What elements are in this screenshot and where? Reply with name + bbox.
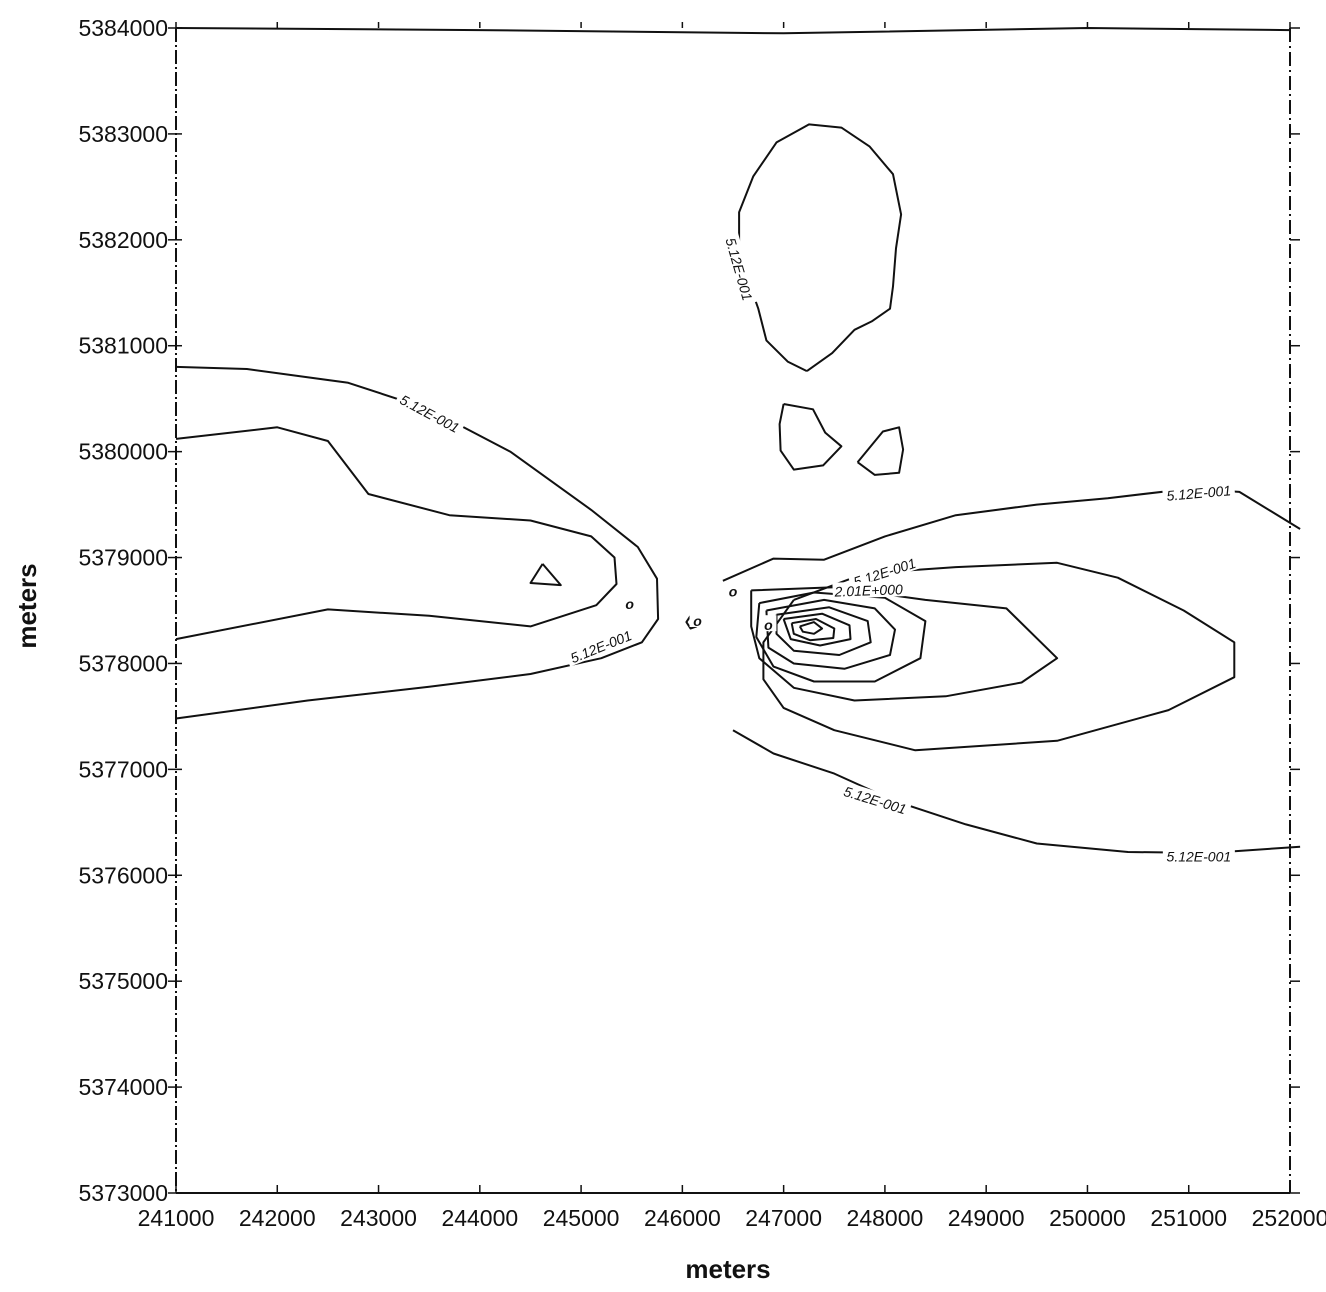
y-tick-label: 5374000 xyxy=(78,1074,168,1100)
contour-small-blob-a xyxy=(778,403,843,471)
point-marker: o xyxy=(764,617,773,633)
contour-label: 5.12E-001 xyxy=(1166,482,1232,504)
y-tick-label: 5376000 xyxy=(78,862,168,888)
contour-east-inner-5 xyxy=(782,612,852,647)
plot-frame xyxy=(175,28,1291,1194)
marker-bg xyxy=(621,594,638,611)
contour-label-bg xyxy=(1162,847,1235,864)
contour-label-bg xyxy=(832,580,905,599)
y-axis-title: meters xyxy=(12,563,42,648)
x-tick-label: 243000 xyxy=(340,1205,417,1231)
contour-label-bg xyxy=(722,232,758,306)
y-tick-label: 5380000 xyxy=(78,439,168,465)
y-tick-label: 5377000 xyxy=(78,756,168,782)
x-tick-label: 248000 xyxy=(847,1205,924,1231)
y-tick-label: 5383000 xyxy=(78,121,168,147)
contour-west-inner xyxy=(175,426,618,641)
contour-top-boundary xyxy=(175,27,1291,35)
x-tick-label: 241000 xyxy=(138,1205,215,1231)
x-axis-title: meters xyxy=(685,1254,770,1284)
contour-west-outer xyxy=(175,365,660,720)
y-tick-label: 5375000 xyxy=(78,968,168,994)
x-tick-label: 242000 xyxy=(239,1205,316,1231)
contour-label: 2.01E+000 xyxy=(833,581,903,599)
x-tick-label: 251000 xyxy=(1150,1205,1227,1231)
contour-west-small-triangle xyxy=(529,563,562,587)
contour-label: 5.12E-001 xyxy=(1167,848,1232,864)
contour-label-bg xyxy=(394,388,466,437)
contour-label: 5.12E-001 xyxy=(842,783,908,817)
contour-north-loop xyxy=(738,123,903,372)
contour-label: 5.12E-001 xyxy=(397,391,462,435)
y-tick-label: 5378000 xyxy=(78,650,168,676)
contour-east-inner-1 xyxy=(750,586,1059,702)
contour-labels: 5.12E-001 5.12E-001 5.12E-001 5.12E-001 5.12… xyxy=(394,232,1236,864)
marker-bg xyxy=(725,581,741,598)
y-tick-label: 5381000 xyxy=(78,333,168,359)
contour-east-inner-3 xyxy=(765,598,896,670)
point-markers: o o o o xyxy=(621,581,777,633)
x-axis-ticks: 241000 242000 243000 244000 245000 246000 2470… xyxy=(138,22,1326,1231)
y-axis-ticks: 5373000 5374000 5375000 5376000 5377000 53780… xyxy=(78,15,1300,1206)
x-tick-label: 245000 xyxy=(543,1205,620,1231)
contour-label-bg xyxy=(838,781,913,818)
y-tick-label: 5379000 xyxy=(78,545,168,571)
contour-label-bg xyxy=(1162,480,1236,504)
contour-lines xyxy=(175,27,1301,854)
x-tick-label: 249000 xyxy=(948,1205,1025,1231)
y-tick-label: 5382000 xyxy=(78,227,168,253)
contour-label: 5.12E-001 xyxy=(722,236,755,303)
x-tick-label: 246000 xyxy=(644,1205,721,1231)
point-marker: o xyxy=(693,613,702,629)
contour-east-outer xyxy=(722,487,1301,582)
contour-label-bg xyxy=(564,624,637,667)
x-tick-label: 250000 xyxy=(1049,1205,1126,1231)
x-tick-label: 244000 xyxy=(441,1205,518,1231)
contour-small-blob-b xyxy=(856,426,905,476)
marker-bg xyxy=(689,610,706,627)
x-tick-label: 247000 xyxy=(745,1205,822,1231)
contour-east-inner-4 xyxy=(775,606,872,656)
contour-label-bg xyxy=(847,552,922,591)
contour-east-lower xyxy=(732,729,1301,854)
marker-bg xyxy=(760,615,777,632)
contour-east-mid xyxy=(762,561,1236,752)
contour-east-inner-6 xyxy=(790,618,836,642)
contour-east-peak xyxy=(798,621,824,635)
contour-label: 5.12E-001 xyxy=(568,627,634,666)
x-tick-label: 252000 xyxy=(1252,1205,1326,1231)
y-tick-label: 5384000 xyxy=(78,15,168,41)
point-marker: o xyxy=(625,596,634,612)
y-tick-label: 5373000 xyxy=(78,1180,168,1206)
point-marker: o xyxy=(729,583,738,599)
